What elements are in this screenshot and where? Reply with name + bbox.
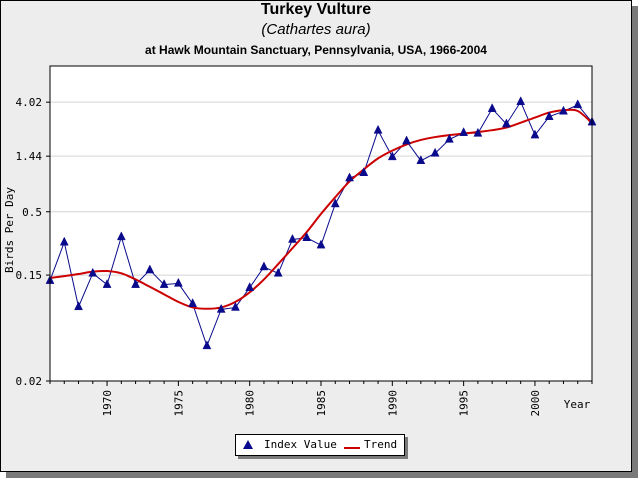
data-point-triangle: [273, 267, 283, 277]
chart-svg: 4.02 1.44 0.5 0.15 0.02 1970 1975 1980 1985 1990…: [3, 65, 597, 417]
legend: Index Value Trend: [235, 434, 405, 456]
trend-curve: [49, 108, 593, 310]
chart-subtitle: (Cathartes aura): [261, 21, 371, 38]
legend-label-index-value: Index Value: [264, 438, 337, 451]
y-tick-label: 0.15: [16, 269, 43, 282]
data-point-triangle: [245, 282, 255, 291]
data-point-triangle: [359, 167, 369, 177]
data-point-triangle: [302, 232, 312, 242]
x-tick-label: 1970: [101, 390, 114, 417]
x-tick-label: 1990: [386, 390, 399, 417]
x-axis-label: Year: [564, 398, 591, 411]
y-axis-ticks: 4.02 1.44 0.5 0.15 0.02: [16, 96, 50, 388]
data-point-triangle: [459, 127, 469, 136]
red-line-icon: [344, 447, 360, 449]
triangle-marker-icon: [243, 440, 253, 449]
data-point-triangle: [516, 96, 526, 106]
y-tick-label: 4.02: [16, 96, 43, 109]
data-point-triangle: [559, 105, 568, 115]
data-point-triangle: [59, 236, 69, 246]
data-point-triangle: [74, 301, 83, 311]
data-point-triangle: [487, 103, 497, 112]
x-axis-ticks: 1970 1975 1980 1985 1990 1995 2000: [49, 381, 593, 417]
data-point-triangle: [116, 231, 126, 241]
data-point-triangle: [188, 298, 198, 307]
data-point-triangle: [159, 279, 169, 288]
x-tick-label: 1995: [458, 390, 471, 417]
plot-area: [50, 66, 592, 381]
x-tick-label: 2000: [529, 390, 542, 417]
y-axis-label: Birds Per Day: [3, 187, 16, 273]
x-tick-label: 1985: [315, 390, 328, 417]
plot-border: [49, 65, 593, 382]
data-point-triangle: [345, 172, 354, 182]
data-point-triangle: [288, 233, 297, 243]
frame-shadow-bottom: [6, 472, 638, 478]
data-point-triangle: [387, 151, 397, 161]
data-point-triangle: [259, 261, 269, 271]
data-point-triangle: [473, 127, 483, 137]
data-point-triangle: [430, 147, 440, 157]
data-point-triangle: [216, 303, 226, 313]
trend-line: [49, 108, 593, 310]
chart-caption: at Hawk Mountain Sanctuary, Pennsylvania…: [145, 43, 487, 57]
data-point-triangle: [173, 277, 183, 287]
data-point-triangle: [544, 111, 554, 120]
data-point-triangle: [416, 155, 426, 164]
data-point-triangle: [502, 118, 511, 128]
data-point-triangle: [102, 279, 112, 288]
data-point-triangle: [330, 198, 340, 208]
data-point-triangle: [88, 267, 98, 277]
y-tick-label: 1.44: [16, 150, 43, 163]
data-point-triangle: [145, 264, 155, 274]
y-tick-label: 0.02: [16, 375, 43, 388]
data-point-triangle: [202, 340, 212, 350]
data-point-triangle: [373, 124, 383, 134]
frame-shadow-right: [632, 6, 638, 478]
legend-label-trend: Trend: [364, 438, 398, 451]
y-tick-label: 0.5: [22, 206, 42, 219]
chart-title: Turkey Vulture: [260, 1, 372, 18]
data-point-triangle: [402, 135, 411, 145]
x-tick-label: 1975: [172, 390, 185, 417]
data-point-triangle: [231, 301, 240, 311]
data-point-triangle: [444, 133, 454, 143]
data-point-triangle: [573, 99, 583, 109]
x-tick-label: 1980: [244, 390, 257, 417]
data-point-triangle: [131, 279, 140, 288]
data-point-triangle: [530, 129, 540, 139]
data-point-triangle: [316, 239, 326, 249]
